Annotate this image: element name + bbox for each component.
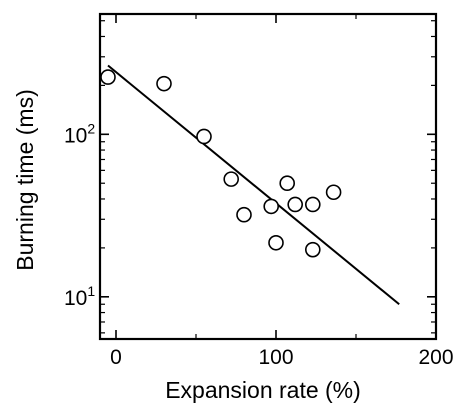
y-axis-label: Burning time (ms) [12, 89, 38, 270]
x-tick-label: 100 [258, 346, 293, 369]
data-point [325, 184, 342, 201]
plot-frame [98, 12, 438, 341]
data-points [100, 69, 342, 258]
fit-line [107, 64, 400, 306]
data-point [100, 69, 116, 85]
y-tick-label: 101 [64, 283, 95, 310]
data-point [156, 75, 172, 92]
data-point [279, 175, 296, 192]
data-point [223, 171, 239, 187]
x-tick-label: 200 [418, 346, 453, 369]
y-tick-labels: 101 102 [64, 120, 95, 310]
y-tick-label: 102 [64, 120, 95, 147]
x-tick-labels: 0 100 200 [110, 346, 453, 369]
data-point [263, 198, 280, 215]
data-point [196, 128, 212, 145]
axis-ticks [100, 14, 437, 339]
data-point [236, 206, 252, 223]
fit-line-group [107, 64, 400, 306]
x-axis-label: Expansion rate (%) [165, 377, 361, 403]
data-point [304, 241, 321, 258]
data-point [287, 196, 304, 213]
x-tick-label: 0 [110, 346, 122, 369]
data-point [268, 234, 284, 251]
data-point [304, 196, 321, 213]
